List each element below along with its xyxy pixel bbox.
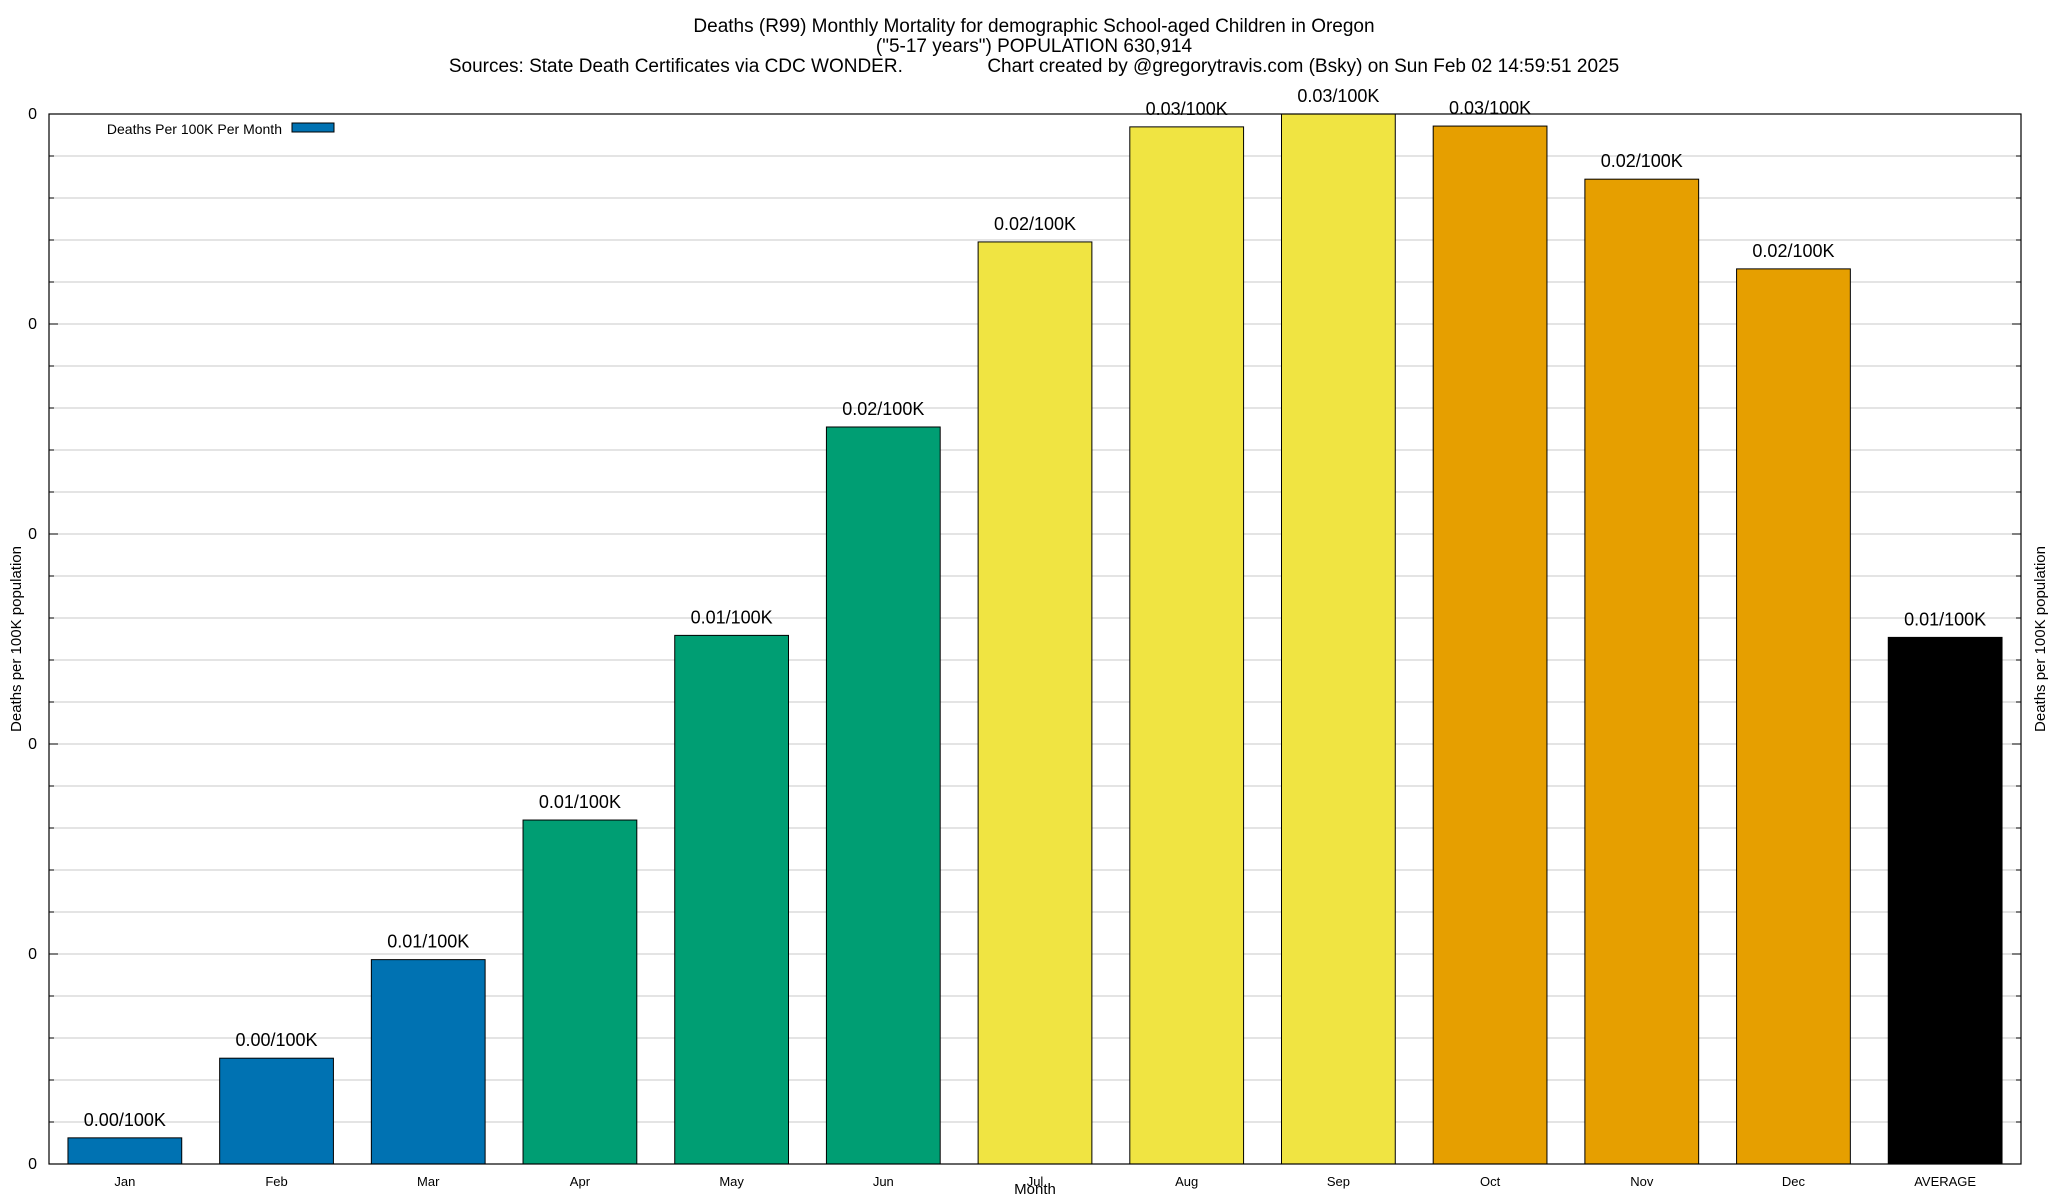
y-tick-label: 0 [28,736,37,753]
data-label: 0.02/100K [1601,151,1683,171]
title-line-2: ("5-17 years") POPULATION 630,914 [876,36,1193,57]
x-axis-title: Month [1014,1181,1056,1198]
x-tick-label: Nov [1630,1174,1654,1189]
title-line-1: Deaths (R99) Monthly Mortality for demog… [693,16,1374,37]
data-label: 0.02/100K [842,399,924,419]
data-label: 0.01/100K [387,932,469,952]
bar-sep [1281,113,1396,1165]
x-tick-label: Jun [873,1174,894,1189]
x-tick-label: Dec [1782,1174,1806,1189]
y-axis-title: Deaths per 100K population [8,546,25,732]
x-tick-label: Aug [1175,1174,1198,1189]
x-tick-label: Feb [265,1174,287,1189]
bar-average [1887,636,2003,1165]
plot-frame [48,113,2022,1165]
title-line-3: Sources: State Death Certificates via CD… [449,56,1619,77]
y-tick-label: 0 [28,526,37,543]
y-tick-label: 0 [28,1156,37,1173]
category-labels: Jan Feb Mar Apr May Jun Jul Aug Sep Oct Nov Dec AVER… [114,1174,1976,1189]
x-tick-label: Oct [1480,1174,1501,1189]
legend-swatch [291,122,335,133]
bars [67,113,2003,1165]
data-label: 0.01/100K [539,792,621,812]
data-label: 0.00/100K [84,1110,166,1130]
data-label: 0.03/100K [1297,86,1379,106]
bar-jun [825,426,941,1165]
data-label: 0.03/100K [1449,98,1531,118]
y2-axis-title: Deaths per 100K population [2032,546,2048,732]
legend-label: Deaths Per 100K Per Month [107,121,282,137]
bar-mar [370,959,486,1165]
y-tick-label: 0 [28,106,37,123]
bar-may [674,634,790,1165]
bar-apr [522,819,638,1165]
data-label: 0.02/100K [1752,241,1834,261]
bar-jan [67,1137,183,1165]
data-label: 0.00/100K [235,1030,317,1050]
data-label: 0.02/100K [994,214,1076,234]
data-label: 0.01/100K [691,607,773,627]
legend: Deaths Per 100K Per Month [107,121,335,137]
bar-aug [1129,126,1245,1165]
data-label: 0.03/100K [1146,99,1228,119]
x-tick-label: Jan [114,1174,135,1189]
chart-title: Deaths (R99) Monthly Mortality for demog… [449,16,1619,77]
x-tick-label: Apr [570,1174,591,1189]
x-tick-label: Jul [1027,1174,1044,1189]
bar-dec [1736,268,1851,1165]
bar-feb [219,1057,334,1165]
data-label: 0.01/100K [1904,609,1986,629]
x-tick-label: Mar [417,1174,440,1189]
bar-nov [1584,178,1700,1165]
bar-oct [1432,125,1548,1165]
x-tick-label: Sep [1327,1174,1350,1189]
bar-labels: 0.00/100K 0.00/100K 0.01/100K 0.01/100K 0.01… [84,86,1986,1130]
x-tick-label: AVERAGE [1914,1174,1976,1189]
y-tick-label: 0 [28,316,37,333]
bar-jul [977,241,1093,1165]
y-tick-label: 0 [28,946,37,963]
x-tick-label: May [719,1174,744,1189]
y-tick-labels: 0 0 0 0 0 0 [28,106,37,1173]
